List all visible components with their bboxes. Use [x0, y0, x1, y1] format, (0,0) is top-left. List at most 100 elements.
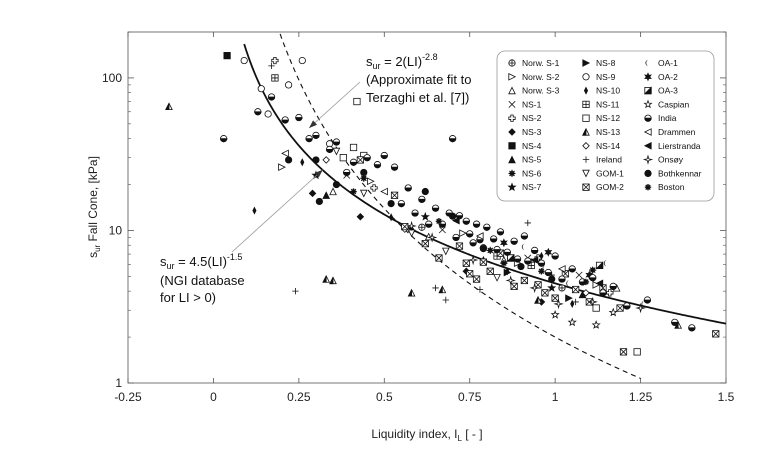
data-point: [558, 284, 566, 292]
data-point: [442, 296, 449, 304]
data-point: [466, 230, 474, 238]
data-point: [472, 275, 481, 283]
legend-label: NS-10: [596, 86, 620, 96]
series-ons-y: [406, 220, 646, 314]
data-point: [435, 218, 443, 225]
series-india: [220, 93, 696, 332]
data-point: [421, 187, 429, 196]
data-point: [332, 180, 341, 189]
x-axis-title: Liquidity index, IL [ - ]: [371, 427, 482, 443]
legend-item: NS-8: [582, 58, 616, 68]
data-point: [421, 240, 429, 248]
data-point: [524, 219, 532, 227]
data-point: [490, 235, 498, 243]
legend-label: NS-13: [596, 127, 620, 137]
legend-item: Boston: [644, 182, 685, 192]
legend-label: NS-1: [522, 99, 542, 109]
data-point: [544, 268, 552, 277]
data-point: [510, 282, 518, 290]
legend-marker: [508, 142, 516, 150]
data-point: [254, 108, 262, 116]
legend-label: Norw. S-3: [522, 86, 560, 96]
data-point: [510, 237, 518, 245]
legend-marker: [508, 72, 517, 81]
annotation-terzaghi-arrowhead: [309, 120, 318, 128]
annotation-ngi-line2: (NGI database: [160, 273, 245, 288]
data-point: [359, 189, 368, 198]
data-point: [513, 255, 522, 263]
data-point: [582, 278, 590, 286]
data-point: [332, 147, 341, 156]
series-ireland: [268, 62, 579, 306]
data-point: [281, 149, 289, 158]
legend-marker: [508, 114, 516, 122]
data-point: [281, 116, 289, 124]
legend-item: NS-7: [507, 182, 542, 192]
legend-item: NS-13: [582, 127, 620, 137]
annotation-terzaghi-line3: Terzaghi et al. [7]): [366, 90, 469, 105]
data-point: [633, 348, 641, 356]
data-point: [500, 260, 508, 267]
data-point: [452, 233, 460, 242]
data-point: [298, 56, 306, 65]
legend-item: Drammen: [643, 127, 696, 137]
data-point: [558, 275, 566, 283]
legend-label: Ireland: [596, 155, 622, 165]
data-point: [565, 294, 573, 302]
data-point: [486, 267, 494, 275]
x-tick-label: 0.25: [287, 390, 311, 404]
legend-item: NS-3: [508, 127, 542, 137]
data-point: [595, 279, 604, 288]
data-point: [506, 253, 515, 262]
data-point: [418, 195, 426, 203]
data-point: [557, 265, 566, 273]
series-ns-4: [223, 52, 231, 60]
data-point: [322, 156, 330, 164]
data-point: [271, 56, 279, 65]
series-bothkennar: [285, 156, 556, 283]
data-point: [486, 246, 494, 255]
data-point: [285, 81, 293, 89]
legend-label: NS-9: [596, 72, 616, 82]
data-point: [493, 245, 501, 254]
data-point: [671, 318, 679, 326]
data-point: [566, 280, 570, 287]
data-point: [530, 256, 539, 264]
data-point: [472, 220, 481, 228]
axis-ticks: -0.25 0 0.25 0.5 0.75 1 1.25 1.5 1 10 100: [102, 31, 735, 404]
data-point: [582, 289, 590, 297]
data-point: [475, 232, 484, 240]
data-point: [521, 243, 526, 251]
data-point: [350, 188, 357, 195]
legend-marker: [507, 182, 517, 192]
legend-item: NS-4: [508, 141, 542, 151]
y-tick-label: 10: [109, 223, 123, 237]
data-point: [449, 135, 457, 143]
data-point: [591, 320, 601, 329]
legend-label: OA-3: [658, 86, 678, 96]
legend-item: NS-14: [582, 141, 620, 151]
x-tick-label: -0.25: [114, 390, 142, 404]
series-oa-3: [506, 253, 604, 270]
series-caspian: [550, 307, 618, 329]
legend-marker: [583, 86, 589, 95]
data-point: [326, 145, 334, 153]
legend-item: NS-9: [582, 72, 616, 82]
legend-marker: [582, 59, 591, 67]
data-point: [431, 204, 440, 212]
data-point: [587, 296, 598, 308]
data-point: [329, 187, 337, 196]
data-point: [520, 276, 528, 285]
annotation-ngi: sur = 4.5(LI)-1.5 (NGI database for LI >…: [160, 169, 324, 305]
legend-marker: [644, 184, 652, 191]
data-point: [285, 156, 293, 164]
legend-marker: [582, 73, 590, 81]
x-tick-label: 0: [210, 390, 217, 404]
data-point: [353, 97, 361, 106]
data-point: [619, 348, 628, 356]
legend-item: Lierstranda: [643, 141, 701, 151]
data-point: [312, 131, 320, 139]
series-lierstranda: [451, 216, 604, 288]
data-point: [483, 223, 491, 231]
